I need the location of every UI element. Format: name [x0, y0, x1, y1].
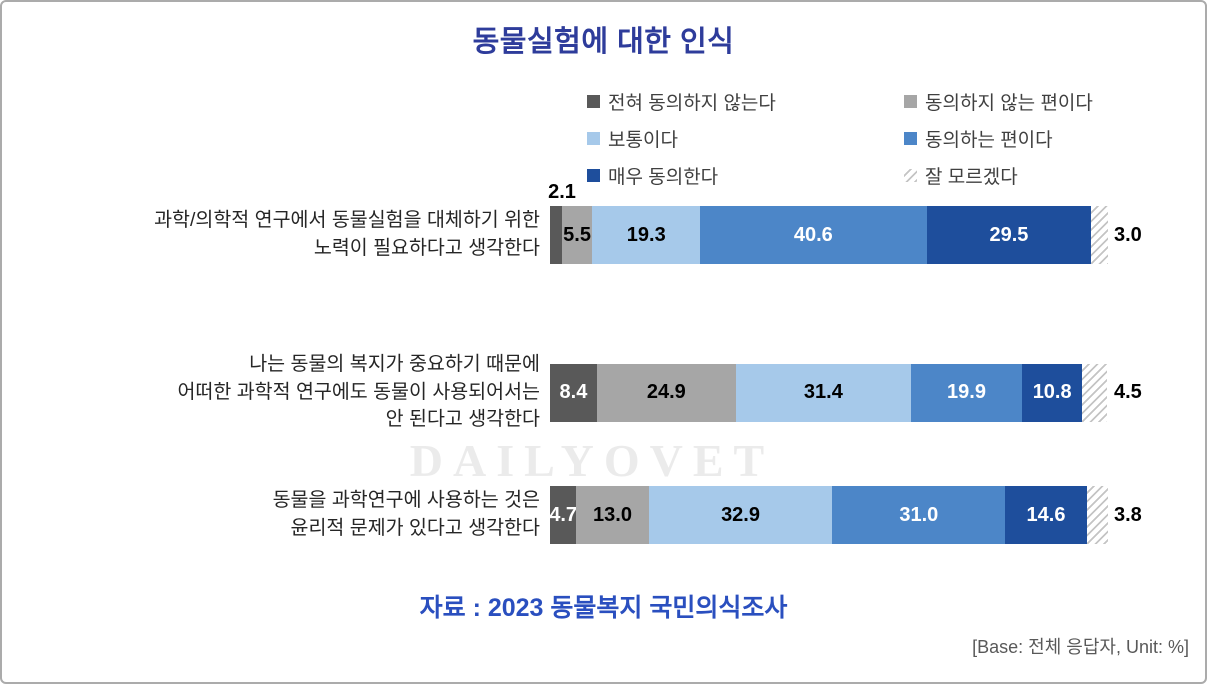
value-label: 3.8 [1114, 503, 1142, 526]
value-label: 5.5 [563, 223, 591, 246]
value-label: 40.6 [793, 223, 833, 246]
bar-segment-strongly-disagree: 4.7 [549, 486, 578, 544]
legend-label: 동의하는 편이다 [925, 130, 1053, 151]
category-label: 나는 동물의 복지가 중요하기 때문에 어떠한 과학적 연구에도 동물이 사용되어… [177, 353, 540, 431]
bar-row: 나는 동물의 복지가 중요하기 때문에 어떠한 과학적 연구에도 동물이 사용되어… [2, 351, 1142, 434]
bar-segment-agree: 19.9 [911, 363, 1023, 422]
legend-label: 보통이다 [608, 130, 678, 151]
bar-segment-disagree: 24.9 [596, 363, 736, 422]
legend-item-disagree: 동의하지 않는 편이다 [904, 88, 1093, 115]
dont-know-swatch-icon [904, 169, 917, 182]
bar-segment-strongly-disagree [550, 206, 562, 264]
legend-label: 잘 모르겠다 [925, 167, 1018, 188]
stacked-bar: 8.4 24.9 31.4 19.9 10.8 [550, 363, 1108, 422]
strongly-agree-swatch-icon [587, 169, 600, 182]
neutral-swatch-icon [587, 132, 600, 145]
bar-segment-strongly-agree: 10.8 [1022, 363, 1083, 422]
value-label: 32.9 [721, 503, 760, 526]
bar-segment-neutral: 31.4 [735, 363, 911, 422]
value-label: 14.6 [1026, 503, 1066, 526]
value-label: 31.0 [899, 503, 939, 526]
value-label: 31.4 [803, 381, 843, 404]
category-label: 과학/의학적 연구에서 동물실험을 대체하기 위한 노력이 필요하다고 생각한다 [154, 209, 540, 259]
value-label: 4.7 [549, 503, 578, 526]
bar-segment-strongly-agree: 14.6 [1005, 486, 1087, 544]
stacked-bar: 4.7 13.0 32.9 31.0 14.6 [549, 486, 1108, 544]
bar-segment-strongly-agree: 29.5 [926, 206, 1092, 264]
legend-label: 전혀 동의하지 않는다 [608, 93, 776, 114]
value-label: 8.4 [559, 381, 588, 404]
legend-item-dont-know: 잘 모르겠다 [904, 162, 1093, 189]
legend-label: 동의하지 않는 편이다 [925, 93, 1093, 114]
base-note: [Base: 전체 응답자, Unit: %] [972, 637, 1189, 657]
value-label: 24.9 [646, 381, 686, 404]
category-label: 동물을 과학연구에 사용하는 것은 윤리적 문제가 있다고 생각한다 [272, 489, 540, 539]
legend-item-strongly-disagree: 전혀 동의하지 않는다 [587, 88, 904, 115]
watermark: DAILYOVET [409, 435, 775, 486]
source-caption: 자료 : 2023 동물복지 국민의식조사 [419, 594, 788, 622]
bar-segment-disagree: 13.0 [576, 486, 649, 544]
bar-segment-dont-know [1091, 206, 1108, 264]
bar-segment-dont-know [1086, 486, 1108, 544]
bar-segment-neutral: 32.9 [648, 486, 833, 544]
bar-segment-strongly-disagree: 8.4 [550, 363, 597, 422]
value-label: 3.0 [1114, 223, 1142, 246]
legend-label: 매우 동의한다 [608, 167, 719, 188]
bar-segment-disagree: 5.5 [561, 206, 593, 264]
agree-swatch-icon [904, 132, 917, 145]
value-label: 13.0 [593, 503, 632, 526]
strongly-disagree-swatch-icon [587, 95, 600, 108]
value-label: 19.3 [626, 223, 666, 246]
value-label: 19.9 [947, 381, 986, 404]
value-label: 10.8 [1032, 381, 1072, 404]
value-label: 29.5 [989, 223, 1029, 246]
bar-row: 과학/의학적 연구에서 동물실험을 대체하기 위한 노력이 필요하다고 생각한다 2… [2, 181, 1142, 264]
bar-segment-dont-know [1082, 363, 1108, 422]
chart-title: 동물실험에 대한 인식 [472, 26, 735, 58]
bar-row: 동물을 과학연구에 사용하는 것은 윤리적 문제가 있다고 생각한다 4.7 13.0… [2, 486, 1142, 544]
stacked-bar: 2.1 5.5 19.3 40.6 29.5 [548, 181, 1108, 264]
bar-segment-neutral: 19.3 [592, 206, 701, 264]
bar-segment-agree: 31.0 [832, 486, 1006, 544]
legend-item-strongly-agree: 매우 동의한다 [587, 162, 904, 189]
value-label: 2.1 [548, 181, 576, 203]
legend-item-agree: 동의하는 편이다 [904, 125, 1093, 152]
legend-item-neutral: 보통이다 [587, 125, 904, 152]
bar-segment-agree: 40.6 [700, 206, 927, 264]
disagree-swatch-icon [904, 95, 917, 108]
value-label: 4.5 [1114, 381, 1142, 404]
